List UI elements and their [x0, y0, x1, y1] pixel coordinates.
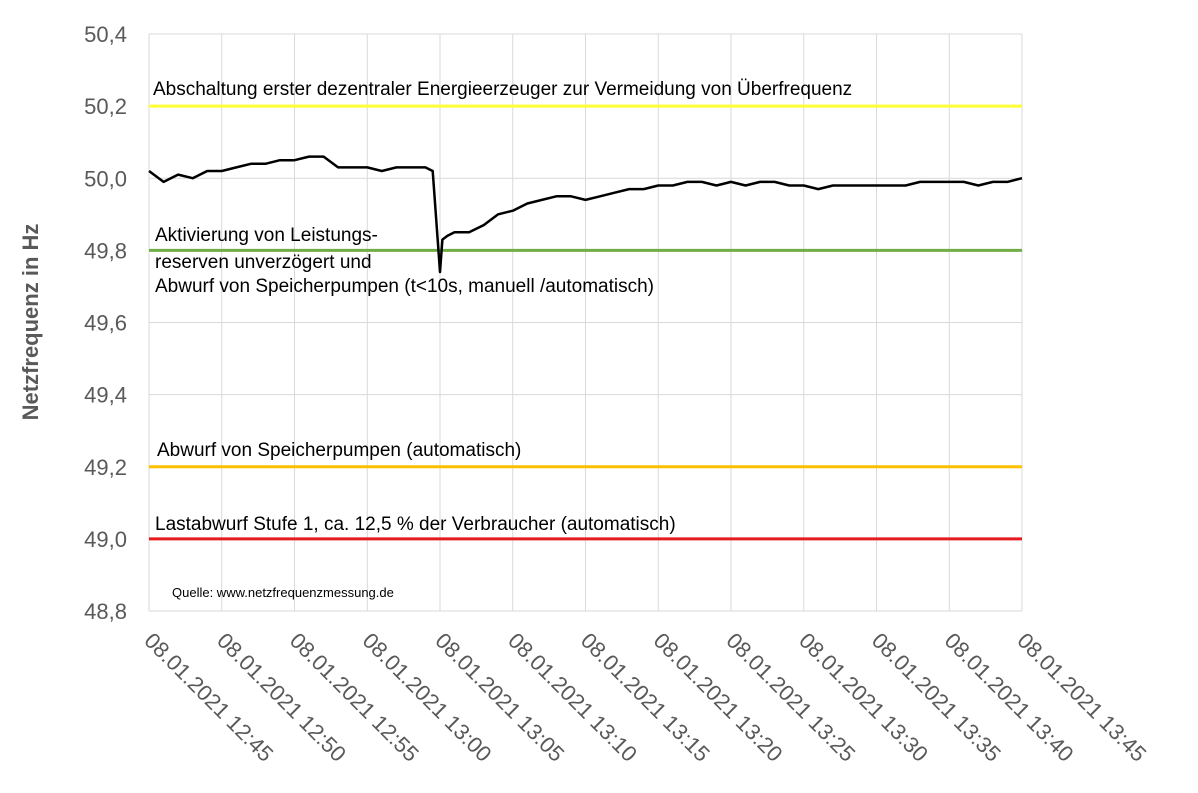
annotation-reserves: reserven unverzögert und	[155, 252, 372, 273]
x-tick-label: 08.01.2021 13:00	[358, 628, 497, 767]
x-tick-label: 08.01.2021 13:20	[649, 628, 788, 767]
x-tick-label: 08.01.2021 12:45	[139, 628, 278, 767]
series-line	[148, 155, 1023, 274]
annotation-pump-shedding: Abwurf von Speicherpumpen (automatisch)	[157, 440, 521, 461]
annotation-overfrequency: Abschaltung erster dezentraler Energieer…	[153, 79, 852, 100]
y-tick-label: 50,2	[84, 94, 127, 119]
annotation-load-shedding: Lastabwurf Stufe 1, ca. 12,5 % der Verbr…	[155, 514, 676, 535]
reference-lines	[149, 104, 1022, 541]
y-tick-label: 50,0	[84, 166, 127, 191]
x-tick-label: 08.01.2021 13:10	[503, 628, 642, 767]
y-axis-label: Netzfrequenz in Hz	[18, 224, 43, 421]
annotation-reserves: Abwurf von Speicherpumpen (t<10s, manuel…	[155, 276, 654, 297]
y-tick-label: 50,4	[84, 22, 127, 47]
source-note: Quelle: www.netzfrequenzmessung.de	[172, 585, 394, 600]
x-tick-label: 08.01.2021 13:45	[1012, 628, 1151, 767]
reference-annotations: Abschaltung erster dezentraler Energieer…	[153, 79, 852, 535]
y-tick-label: 48,8	[84, 599, 127, 624]
y-tick-labels: 50,4 50,2 50,0 49,8 49,6 49,4 49,2 49,0 48,8	[84, 22, 127, 624]
x-tick-label: 08.01.2021 13:40	[940, 628, 1079, 767]
y-tick-label: 49,4	[84, 383, 127, 408]
x-tick-label: 08.01.2021 12:55	[285, 628, 424, 767]
x-tick-label: 08.01.2021 13:35	[867, 628, 1006, 767]
x-tick-label: 08.01.2021 13:05	[430, 628, 569, 767]
y-tick-label: 49,2	[84, 455, 127, 480]
y-tick-label: 49,0	[84, 527, 127, 552]
y-tick-label: 49,8	[84, 238, 127, 263]
x-tick-label: 08.01.2021 12:50	[212, 628, 351, 767]
x-tick-label: 08.01.2021 13:25	[721, 628, 860, 767]
y-tick-label: 49,6	[84, 311, 127, 336]
x-tick-label: 08.01.2021 13:15	[576, 628, 715, 767]
annotation-reserves: Aktivierung von Leistungs-	[155, 225, 378, 246]
x-tick-label: 08.01.2021 13:30	[794, 628, 933, 767]
series-group	[148, 155, 1023, 274]
